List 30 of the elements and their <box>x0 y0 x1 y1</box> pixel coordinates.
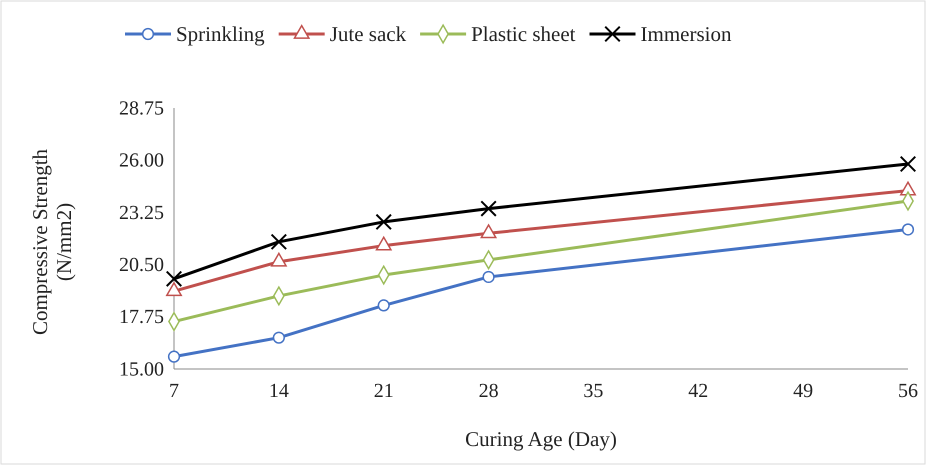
y-tick-label: 20.50 <box>119 254 164 276</box>
legend-label: Plastic sheet <box>471 22 576 46</box>
point <box>272 332 285 344</box>
y-axis-title: Compressive Strength (N/mm2) <box>28 148 76 336</box>
x-axis-title: Curing Age (Day) <box>465 427 617 451</box>
x-tick-label: 21 <box>374 380 394 402</box>
y-tick-label: 28.75 <box>119 97 164 120</box>
legend-label: Immersion <box>640 22 732 46</box>
y-tick-label: 17.75 <box>119 306 164 328</box>
legend-label: Jute sack <box>330 22 407 46</box>
y-tick-label: 15.00 <box>119 358 164 380</box>
x-tick-label: 7 <box>169 380 179 402</box>
x-tick-label: 28 <box>478 380 499 402</box>
point <box>270 234 288 250</box>
x-tick-label: 49 <box>793 380 814 402</box>
point <box>900 156 916 172</box>
point <box>902 223 914 236</box>
x-tick-label: 35 <box>583 380 604 402</box>
point <box>168 350 180 363</box>
x-tick-label: 14 <box>268 380 289 402</box>
point <box>482 270 495 284</box>
x-tick-label: 56 <box>898 380 918 402</box>
y-tick-label: 23.25 <box>119 202 164 224</box>
point <box>378 299 390 312</box>
point <box>375 214 392 230</box>
legend-label: Sprinkling <box>176 22 266 46</box>
point <box>166 270 182 288</box>
x-tick-label: 42 <box>688 380 708 402</box>
y-tick-label: 26.00 <box>119 150 164 172</box>
point <box>480 200 497 217</box>
